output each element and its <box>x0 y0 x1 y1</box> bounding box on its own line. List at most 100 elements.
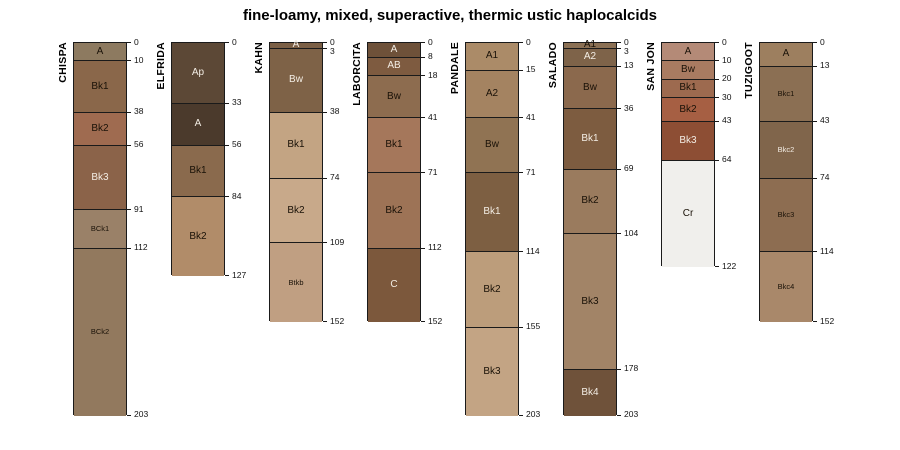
horizon-label: Bk2 <box>385 204 403 216</box>
horizon-label: Bk3 <box>91 171 109 183</box>
profile-column: A1 A2 Bw Bk1 Bk2 Bk3 Bk4 <box>563 39 617 416</box>
depth-label: 38 <box>330 106 340 117</box>
horizon-box: Bw <box>662 61 714 80</box>
horizon-label: Bk2 <box>287 204 305 216</box>
horizon-label: C <box>390 279 398 291</box>
horizon-box: Bkc4 <box>760 252 812 323</box>
profile-column: A Bw Bk1 Bk2 Bk3 Cr <box>661 42 715 268</box>
depth-label: 43 <box>722 115 732 126</box>
depth-label: 0 <box>330 36 335 47</box>
depth-label: 43 <box>820 115 830 126</box>
depth-tick <box>323 242 327 244</box>
depth-label: 33 <box>232 97 242 108</box>
depth-label: 0 <box>722 36 727 47</box>
depth-tick <box>127 414 131 416</box>
depth-tick <box>323 42 327 43</box>
horizon-box: A <box>74 43 126 62</box>
horizon-box: A <box>760 43 812 67</box>
depth-label: 3 <box>624 45 629 56</box>
horizon-box: Bk1 <box>564 109 616 170</box>
horizon-label: Bkc4 <box>777 282 795 292</box>
horizon-label: Bk2 <box>581 195 599 207</box>
depth-label: 30 <box>722 91 732 102</box>
profile-name: PANDALE <box>449 42 461 95</box>
profile-name: KAHN <box>253 42 265 74</box>
horizon-label: A <box>96 45 104 57</box>
horizon-label: Bw <box>289 74 303 86</box>
depth-tick <box>519 172 523 174</box>
horizon-label: Bk2 <box>91 122 109 134</box>
depth-tick <box>617 168 621 170</box>
depth-tick <box>323 47 327 49</box>
depth-label: 0 <box>624 36 629 47</box>
depth-label: 0 <box>428 36 433 47</box>
depth-label: 152 <box>820 315 835 326</box>
horizon-label: Bk2 <box>679 103 697 115</box>
depth-tick <box>617 414 621 416</box>
depth-label: 114 <box>820 245 834 256</box>
profile-name: LABORCITA <box>351 42 363 106</box>
horizon-label: A1 <box>583 39 597 51</box>
horizon-label: AB <box>387 60 401 72</box>
depth-label: 104 <box>624 227 639 238</box>
depth-tick <box>715 42 719 43</box>
horizon-box: Bk2 <box>564 169 616 235</box>
horizon-box: Bk2 <box>368 173 420 249</box>
profile-name: TUZIGOOT <box>743 42 755 99</box>
horizon-box: Bk1 <box>172 145 224 198</box>
depth-label: 178 <box>624 363 639 374</box>
horizon-box: A <box>270 40 322 50</box>
horizon-box: Bk1 <box>74 61 126 113</box>
horizon-label: Bk3 <box>483 365 501 377</box>
depth-label: 91 <box>134 203 144 214</box>
horizon-box: Bk2 <box>172 197 224 277</box>
depth-label: 0 <box>134 36 139 47</box>
horizon-label: Bk1 <box>483 206 501 218</box>
horizon-box: Bk2 <box>270 178 322 244</box>
depth-label: 15 <box>526 64 536 75</box>
depth-tick <box>617 47 621 49</box>
depth-tick <box>225 144 229 146</box>
depth-tick <box>127 247 131 249</box>
depth-tick <box>617 368 621 370</box>
depth-tick <box>813 321 817 323</box>
horizon-label: Bw <box>387 90 401 102</box>
depth-tick <box>617 108 621 110</box>
depth-label: 10 <box>722 54 732 65</box>
depth-label: 18 <box>428 69 438 80</box>
horizon-box: BCk1 <box>74 210 126 249</box>
depth-tick <box>519 251 523 253</box>
depth-tick <box>715 60 719 62</box>
depth-tick <box>519 326 523 328</box>
depth-label: 74 <box>330 172 340 183</box>
depth-label: 112 <box>134 242 148 253</box>
depth-label: 13 <box>624 60 634 71</box>
horizon-box: A2 <box>564 48 616 67</box>
depth-tick <box>421 56 425 58</box>
depth-label: 203 <box>526 409 541 420</box>
depth-label: 203 <box>134 409 149 420</box>
depth-tick <box>323 177 327 179</box>
depth-label: 20 <box>722 73 732 84</box>
horizon-label: Bkc3 <box>777 210 795 220</box>
horizon-label: A <box>782 48 790 60</box>
horizon-label: A <box>684 45 692 57</box>
depth-tick <box>715 159 719 161</box>
depth-tick <box>323 111 327 113</box>
depth-tick <box>127 42 131 43</box>
depth-tick <box>127 144 131 146</box>
horizon-box: A <box>172 103 224 146</box>
depth-tick <box>323 321 327 323</box>
profile-column: A Bw Bk1 Bk2 Btkb <box>269 40 323 323</box>
depth-tick <box>519 117 523 119</box>
depth-label: 38 <box>134 106 144 117</box>
horizon-box: Bk1 <box>466 173 518 253</box>
depth-label: 69 <box>624 163 634 174</box>
horizon-label: A <box>390 43 398 55</box>
depth-label: 71 <box>526 166 536 177</box>
depth-tick <box>421 247 425 249</box>
horizon-box: A1 <box>466 43 518 71</box>
horizon-box: Cr <box>662 160 714 268</box>
